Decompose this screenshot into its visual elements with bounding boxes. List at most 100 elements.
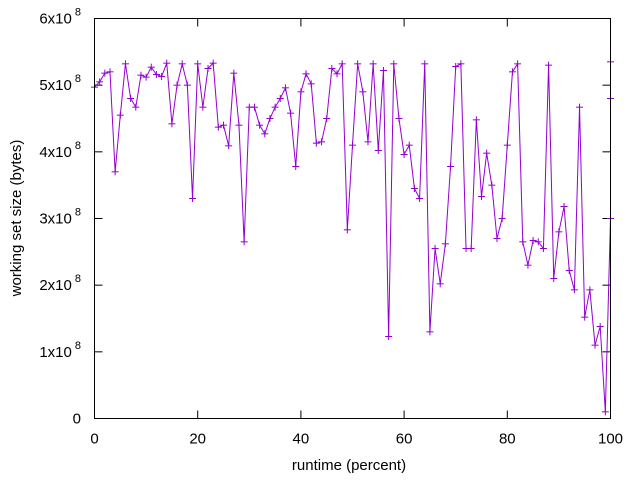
data-point bbox=[379, 67, 387, 74]
data-point bbox=[214, 123, 222, 131]
data-point bbox=[178, 60, 186, 68]
y-tick-label: 0 bbox=[73, 411, 81, 428]
data-point bbox=[338, 60, 346, 68]
data-point bbox=[163, 59, 171, 67]
data-point bbox=[271, 103, 279, 111]
data-point bbox=[312, 139, 320, 147]
data-point bbox=[586, 286, 594, 294]
data-point bbox=[483, 149, 491, 157]
data-point bbox=[142, 73, 150, 81]
data-point bbox=[601, 408, 609, 416]
data-point bbox=[421, 60, 429, 68]
x-tick-label: 20 bbox=[189, 431, 206, 448]
data-point bbox=[189, 195, 197, 202]
x-tick-label: 40 bbox=[293, 431, 310, 448]
data-point bbox=[385, 333, 393, 340]
data-point bbox=[343, 226, 351, 234]
y-tick-exponent: 8 bbox=[75, 140, 81, 152]
y-tick-exponent: 8 bbox=[75, 207, 81, 219]
y-tick-mantissa: 0 bbox=[73, 411, 81, 428]
data-point bbox=[297, 88, 305, 96]
y-tick-mantissa: 4x10 bbox=[39, 144, 72, 161]
data-point bbox=[529, 237, 537, 244]
y-tick-label: 3x10 8 bbox=[39, 207, 81, 228]
plot-frame bbox=[94, 18, 611, 419]
data-point bbox=[493, 235, 501, 242]
data-point bbox=[405, 141, 413, 149]
x-tick-label: 80 bbox=[499, 431, 516, 448]
data-point bbox=[137, 71, 145, 79]
data-point bbox=[168, 120, 176, 128]
data-point bbox=[447, 163, 455, 170]
data-point bbox=[591, 341, 599, 349]
data-point bbox=[364, 138, 372, 146]
y-tick-exponent: 8 bbox=[75, 73, 81, 85]
data-point bbox=[416, 195, 424, 202]
data-point bbox=[390, 60, 398, 68]
y-tick-mantissa: 6x10 bbox=[39, 11, 72, 28]
y-tick-exponent: 8 bbox=[75, 273, 81, 285]
data-point bbox=[261, 130, 269, 138]
data-point bbox=[152, 71, 160, 78]
data-point bbox=[441, 240, 449, 248]
data-point bbox=[395, 115, 403, 122]
data-point bbox=[307, 80, 315, 88]
data-point bbox=[127, 95, 135, 102]
data-point bbox=[199, 103, 207, 111]
y-tick-mantissa: 5x10 bbox=[39, 77, 72, 94]
data-point bbox=[323, 115, 331, 122]
data-point bbox=[147, 63, 155, 71]
data-point bbox=[194, 60, 202, 68]
data-point bbox=[576, 103, 584, 111]
data-point bbox=[565, 267, 573, 274]
data-point bbox=[374, 147, 382, 154]
data-point bbox=[318, 138, 326, 146]
data-point bbox=[101, 69, 109, 77]
y-tick-label: 6x10 8 bbox=[39, 7, 81, 28]
data-point bbox=[503, 141, 511, 149]
y-tick-mantissa: 2x10 bbox=[39, 277, 72, 294]
data-point bbox=[276, 95, 284, 102]
data-point bbox=[534, 238, 542, 246]
y-tick-exponent: 8 bbox=[75, 7, 81, 19]
data-point bbox=[328, 65, 336, 72]
y-tick-label: 1x10 8 bbox=[39, 340, 81, 361]
y-tick-label: 5x10 8 bbox=[39, 73, 81, 94]
data-point bbox=[106, 68, 114, 76]
data-point bbox=[472, 116, 480, 124]
data-point bbox=[514, 60, 522, 68]
data-point bbox=[132, 103, 140, 111]
data-point bbox=[596, 323, 604, 330]
y-tick-mantissa: 3x10 bbox=[39, 211, 72, 228]
data-point bbox=[498, 215, 506, 222]
data-point bbox=[183, 81, 191, 89]
data-point bbox=[173, 81, 181, 89]
x-axis-ticks: 0 20 40 60 80 100 bbox=[90, 18, 623, 448]
data-point bbox=[410, 185, 418, 192]
data-point bbox=[230, 69, 238, 77]
x-tick-label: 0 bbox=[90, 431, 98, 448]
data-point bbox=[302, 70, 310, 78]
y-tick-label: 2x10 8 bbox=[39, 273, 81, 294]
data-point bbox=[560, 203, 568, 210]
y-tick-label: 4x10 8 bbox=[39, 140, 81, 161]
data-point bbox=[287, 109, 295, 117]
data-point bbox=[96, 78, 104, 86]
data-point bbox=[524, 261, 532, 269]
data-point bbox=[235, 121, 243, 129]
data-point bbox=[266, 115, 274, 122]
data-point bbox=[116, 111, 124, 119]
x-tick-label: 100 bbox=[598, 431, 623, 448]
data-point bbox=[158, 73, 166, 80]
data-point bbox=[581, 313, 589, 321]
data-point bbox=[545, 61, 553, 69]
data-point bbox=[225, 142, 233, 150]
data-point bbox=[570, 286, 578, 294]
data-point bbox=[292, 163, 300, 170]
data-point bbox=[457, 60, 465, 68]
x-axis-label: runtime (percent) bbox=[292, 457, 406, 474]
data-point bbox=[467, 245, 475, 252]
data-point bbox=[431, 245, 439, 252]
data-point bbox=[555, 228, 563, 236]
